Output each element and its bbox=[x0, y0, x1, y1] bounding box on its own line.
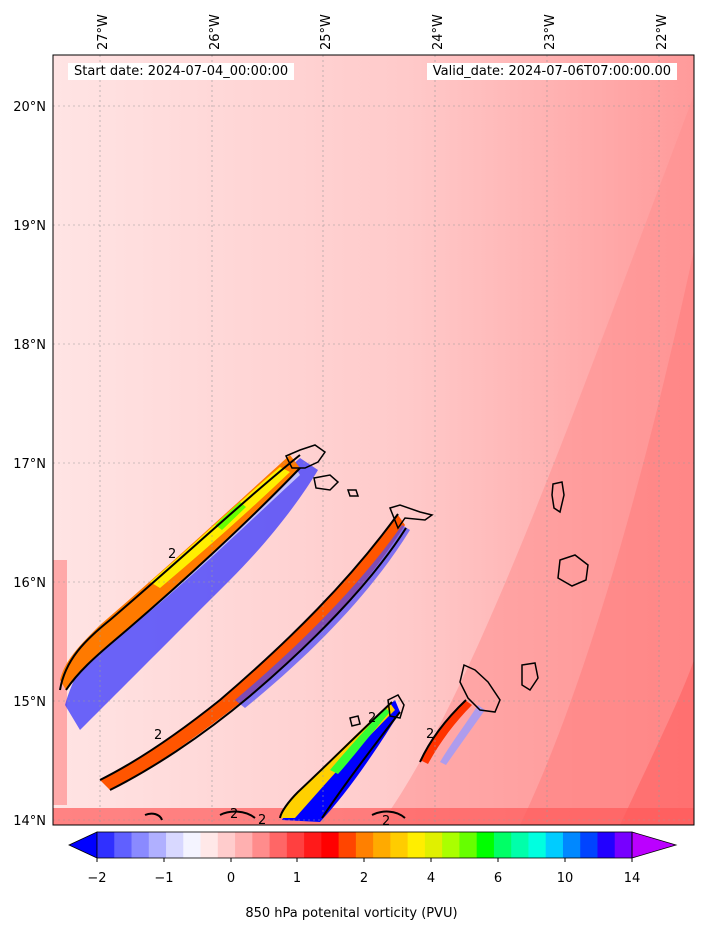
coastlines bbox=[284, 444, 589, 727]
colorbar-swatch bbox=[97, 832, 115, 858]
pv-swath-east-inner bbox=[520, 250, 694, 825]
lat-label: 15°N bbox=[13, 695, 46, 710]
island-boa-vista bbox=[557, 554, 589, 587]
contour-label: 2 bbox=[368, 711, 376, 726]
colorbar-tick-labels: −2 −1 0 1 2 4 6 10 14 bbox=[87, 871, 640, 886]
island-sal bbox=[551, 481, 565, 514]
island-maio bbox=[521, 662, 539, 692]
colorbar-swatch bbox=[166, 832, 184, 858]
colorbar-swatch bbox=[338, 832, 357, 858]
lat-label: 17°N bbox=[13, 457, 46, 472]
negative-pv-tail-1 bbox=[65, 458, 318, 730]
lon-label: 27°W bbox=[96, 14, 111, 50]
colorbar-swatch bbox=[459, 832, 478, 858]
colorbar-extend-max bbox=[631, 831, 678, 859]
colorbar-swatch bbox=[286, 832, 305, 858]
map-frame bbox=[52, 54, 695, 826]
colorbar-tick: −1 bbox=[154, 871, 173, 886]
colorbar-swatch bbox=[269, 832, 288, 858]
colorbar-tick: 10 bbox=[557, 871, 574, 886]
island-santo-antao bbox=[284, 444, 327, 469]
colorbar-tick: 4 bbox=[427, 871, 435, 886]
island-sao-nicolau bbox=[388, 504, 434, 530]
contour-label: 2 bbox=[258, 813, 266, 828]
colorbar-swatch bbox=[407, 832, 426, 858]
longitude-labels: 27°W 26°W 25°W 24°W 23°W 22°W bbox=[96, 14, 670, 50]
negative-pv-tail-4 bbox=[440, 705, 485, 765]
lon-label: 26°W bbox=[208, 14, 223, 50]
contour-label: 2 bbox=[154, 728, 162, 743]
colorbar-tick: 1 bbox=[293, 871, 301, 886]
colorbar-tick: 14 bbox=[624, 871, 641, 886]
lat-label: 14°N bbox=[13, 814, 46, 829]
colorbar-label: 850 hPa potenital vorticity (PVU) bbox=[245, 906, 458, 921]
map-area: 2 2 2 2 2 2 2 bbox=[53, 55, 694, 829]
colorbar-swatch bbox=[373, 832, 391, 858]
colorbar-swatch bbox=[183, 832, 202, 858]
colorbar-swatch bbox=[148, 832, 167, 858]
colorbar-swatch bbox=[114, 832, 133, 858]
colorbar-swatch bbox=[476, 832, 495, 858]
contour-label: 2 bbox=[426, 727, 434, 742]
contour-label: 2 bbox=[382, 814, 390, 829]
colorbar-extend-min bbox=[68, 831, 98, 859]
colorbar-tick: 0 bbox=[227, 871, 235, 886]
island-fogo bbox=[387, 694, 405, 719]
colorbar-swatch bbox=[511, 832, 529, 858]
latitude-labels: 20°N 19°N 18°N 17°N 16°N 15°N 14°N bbox=[13, 100, 46, 829]
positive-pv-tail-3-core bbox=[330, 708, 390, 774]
colorbar-swatch bbox=[235, 832, 253, 858]
positive-pv-tail-4 bbox=[420, 700, 472, 764]
colorbar-swatch bbox=[217, 832, 236, 858]
lon-label: 24°W bbox=[431, 14, 446, 50]
positive-pv-tail-1-peak bbox=[215, 502, 246, 530]
start-date-label: Start date: 2024-07-04_00:00:00 bbox=[68, 63, 295, 80]
colorbar bbox=[68, 831, 678, 862]
colorbar-swatch bbox=[580, 832, 598, 858]
colorbar-swatch bbox=[304, 832, 322, 858]
pv-swath-southeast bbox=[620, 660, 694, 825]
colorbar-swatch bbox=[200, 832, 219, 858]
colorbar-swatch bbox=[545, 832, 564, 858]
colorbar-swatch bbox=[493, 832, 512, 858]
pv-2-contours bbox=[59, 454, 467, 821]
colorbar-tick: 6 bbox=[494, 871, 502, 886]
lat-label: 19°N bbox=[13, 219, 46, 234]
colorbar-swatch bbox=[321, 832, 340, 858]
island-santa-luzia bbox=[346, 489, 360, 497]
colorbar-swatch bbox=[355, 832, 374, 858]
lon-label: 22°W bbox=[655, 14, 670, 50]
colorbar-swatch bbox=[442, 832, 460, 858]
valid-date-label: Valid_date: 2024-07-06T07:00:00.00 bbox=[426, 63, 677, 80]
colorbar-swatch bbox=[424, 832, 443, 858]
contour-labels: 2 2 2 2 2 2 2 bbox=[154, 547, 434, 829]
island-brava bbox=[349, 715, 361, 727]
lat-label: 16°N bbox=[13, 576, 46, 591]
colorbar-swatch bbox=[252, 832, 271, 858]
colorbar-swatch bbox=[528, 832, 547, 858]
lon-label: 23°W bbox=[543, 14, 558, 50]
colorbar-swatch bbox=[390, 832, 409, 858]
contour-label: 2 bbox=[230, 807, 238, 822]
lat-label: 20°N bbox=[13, 100, 46, 115]
island-santiago bbox=[459, 663, 501, 713]
negative-pv-tail-2 bbox=[235, 525, 410, 708]
graticule bbox=[53, 55, 694, 825]
lon-label: 25°W bbox=[319, 14, 334, 50]
colorbar-swatch bbox=[131, 832, 150, 858]
contour-label: 2 bbox=[168, 547, 176, 562]
colorbar-swatch bbox=[614, 832, 633, 858]
island-sao-vicente bbox=[313, 474, 340, 491]
colorbar-tick: 2 bbox=[360, 871, 368, 886]
pv-western-edge bbox=[53, 560, 67, 805]
pv-southern-strip bbox=[53, 808, 694, 825]
colorbar-swatch bbox=[562, 832, 581, 858]
lat-label: 18°N bbox=[13, 338, 46, 353]
colorbar-swatch bbox=[597, 832, 616, 858]
colorbar-tick: −2 bbox=[87, 871, 106, 886]
